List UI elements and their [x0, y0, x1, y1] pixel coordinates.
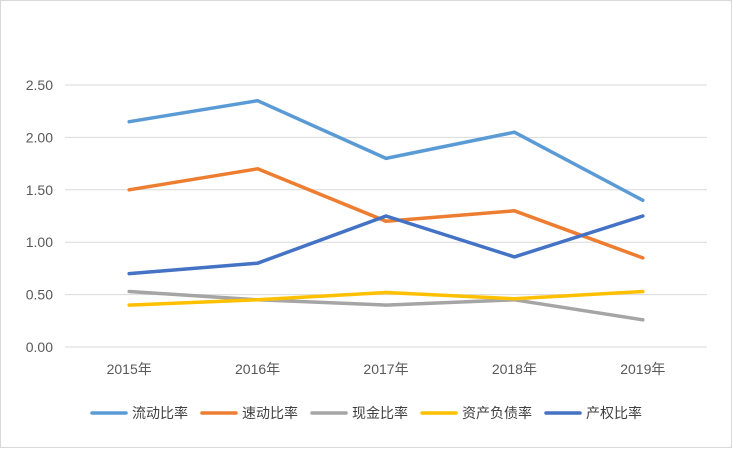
y-axis-ticks: 0.00 0.50 1.00 1.50 2.00 2.50	[26, 77, 53, 355]
series-line-4	[127, 214, 645, 276]
series-line-1	[127, 167, 645, 260]
data-point	[127, 272, 131, 276]
x-tick-label: 2019年	[620, 361, 665, 377]
data-point	[256, 167, 260, 171]
legend-label: 速动比率	[242, 405, 298, 421]
y-tick-label: 2.00	[26, 129, 53, 145]
data-point	[127, 120, 131, 124]
data-point	[641, 318, 645, 322]
legend-item: 现金比率	[310, 405, 408, 421]
data-point	[127, 188, 131, 192]
data-point	[384, 156, 388, 160]
data-point	[641, 214, 645, 218]
data-point	[256, 298, 260, 302]
y-tick-label: 1.50	[26, 182, 53, 198]
legend-label: 资产负债率	[462, 405, 532, 421]
x-tick-label: 2018年	[492, 361, 537, 377]
legend-item: 速动比率	[200, 405, 298, 421]
data-point	[384, 290, 388, 295]
data-point	[127, 289, 131, 294]
data-point	[384, 214, 388, 218]
x-tick-label: 2017年	[363, 361, 408, 377]
legend-item: 产权比率	[544, 405, 642, 421]
x-tick-label: 2016年	[235, 361, 280, 377]
data-point	[256, 261, 260, 265]
legend-label: 流动比率	[132, 405, 188, 421]
data-point	[641, 198, 645, 202]
y-tick-label: 0.50	[26, 287, 53, 303]
data-point	[384, 303, 388, 307]
data-point	[127, 303, 131, 307]
data-point	[512, 297, 516, 301]
x-axis-ticks: 2015年 2016年 2017年 2018年 2019年	[107, 361, 666, 377]
y-tick-label: 0.00	[26, 339, 53, 355]
legend-label: 现金比率	[352, 405, 408, 421]
data-point	[641, 256, 645, 260]
data-point	[512, 209, 516, 213]
series-lines	[127, 98, 645, 322]
data-point	[641, 289, 645, 294]
data-point	[512, 130, 516, 134]
data-point	[512, 255, 516, 259]
data-point	[384, 219, 388, 223]
y-tick-label: 2.50	[26, 77, 53, 93]
series-line-0	[127, 98, 645, 203]
legend-item: 资产负债率	[420, 405, 532, 421]
x-tick-label: 2015年	[107, 361, 152, 377]
y-tick-label: 1.00	[26, 234, 53, 250]
legend: 流动比率 速动比率 现金比率 资产负债率 产权比率	[90, 405, 642, 421]
data-point	[256, 99, 260, 103]
legend-label: 产权比率	[586, 405, 642, 421]
legend-item: 流动比率	[90, 405, 188, 421]
